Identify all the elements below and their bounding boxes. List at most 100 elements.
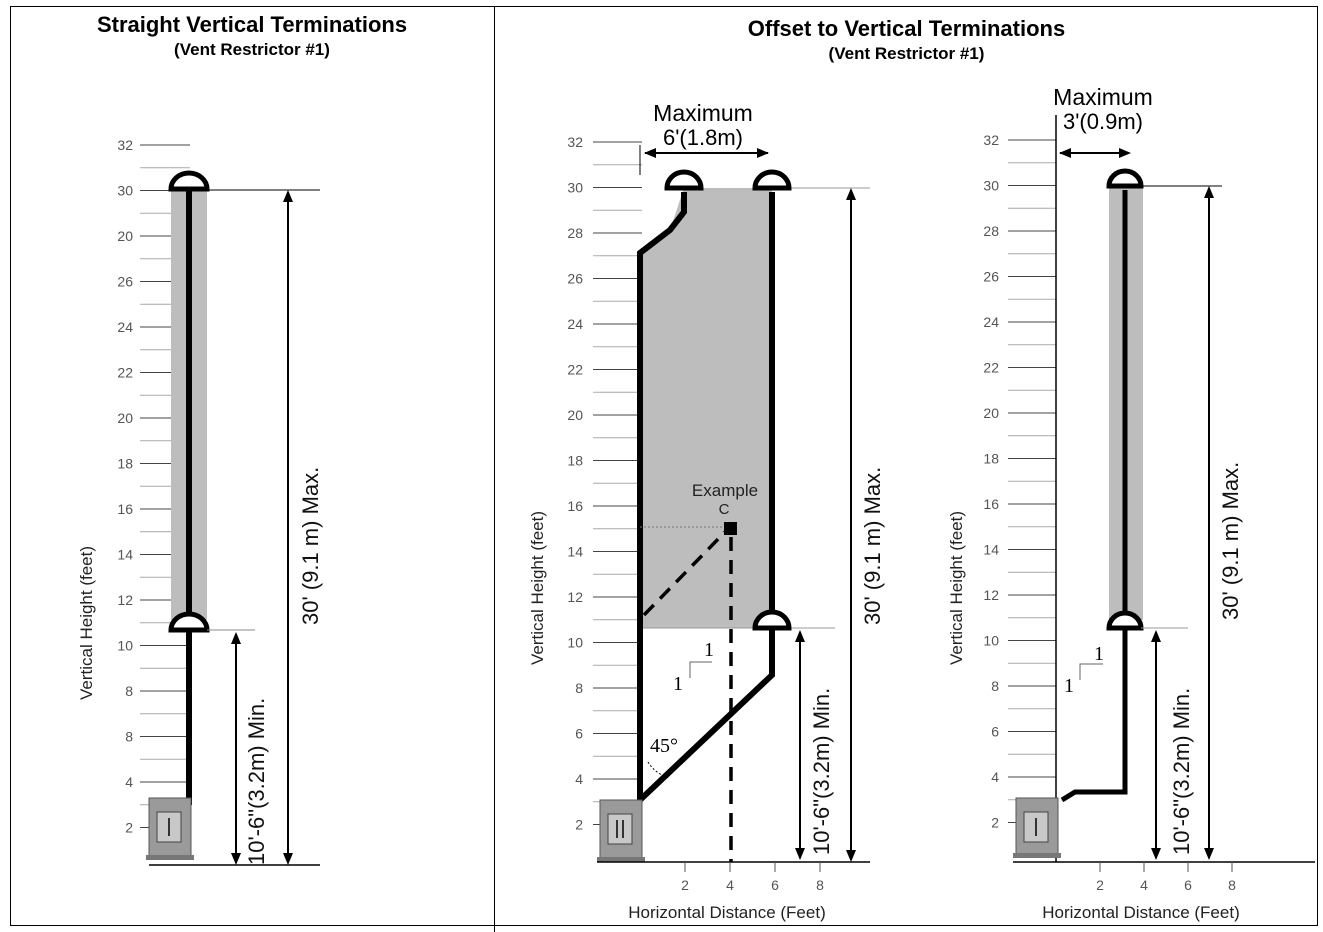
slope-indicator: 1 1 [1064,643,1104,697]
left-dim-max-label: 30' (9.1 m) Max. [298,467,323,625]
max-width-arrow [1059,148,1131,158]
slope-run: 1 [1064,675,1074,697]
height-tick-label: 2 [125,820,133,836]
height-tick-label: 28 [983,223,999,239]
right-max-label-2: 3'(0.9m) [1063,109,1143,134]
height-tick-label: 18 [567,453,583,469]
min-dimension-arrow [1151,630,1161,860]
height-tick-label: 4 [575,771,583,787]
height-tick-label: 10 [117,638,133,654]
example-label: Example [692,481,758,500]
vent-path-right [637,192,775,803]
height-tick-label: 28 [567,225,583,241]
min-dimension-arrow [231,632,241,865]
x-tick-label: 4 [726,877,734,893]
height-tick-label: 16 [567,498,583,514]
height-tick-label: 26 [983,269,999,285]
height-tick-label: 2 [991,815,999,831]
left-subtitle: (Vent Restrictor #1) [174,40,330,59]
left-height-ticks: 32 30 20 26 24 22 20 18 16 14 12 10 8 8 4 2 [117,137,190,836]
left-dim-min-label: 10'-6"(3.2m) Min. [244,698,269,865]
x-tick-label: 8 [1228,877,1236,893]
x-tick-label: 6 [771,877,779,893]
min-dimension-arrow [795,630,805,860]
termination-cap-left [664,169,704,191]
height-tick-label: 18 [117,456,133,472]
height-tick-label: 24 [567,316,583,332]
stove-icon [597,799,645,862]
height-tick-label: 16 [983,496,999,512]
right-dim-min-label: 10'-6"(3.2m) Min. [1169,688,1194,855]
right-max-label-1: Maximum [1053,84,1153,110]
height-tick-label: 22 [983,360,999,376]
height-tick-label: 24 [983,314,999,330]
height-tick-label: 12 [117,592,133,608]
right-subtitle: (Vent Restrictor #1) [828,44,985,63]
height-tick-label: 20 [117,410,133,426]
height-tick-label: 20 [117,228,133,244]
height-tick-label: 12 [983,587,999,603]
termination-cap-top [1106,168,1144,189]
right-dim-max-label: 30' (9.1 m) Max. [1218,462,1243,620]
termination-cap-min [752,609,792,631]
right-x-axis-title: Horizontal Distance (Feet) [1042,903,1239,922]
height-tick-label: 16 [117,501,133,517]
slope-rise: 1 [1094,643,1104,665]
termination-cap-min [168,611,210,633]
height-tick-label: 30 [567,180,583,196]
height-tick-label: 22 [567,362,583,378]
height-tick-label: 30 [117,183,133,199]
height-tick-label: 20 [567,407,583,423]
height-tick-label: 2 [575,817,583,833]
example-c-letter: C [719,501,730,518]
mid-dim-min-label: 10'-6"(3.2m) Min. [809,688,834,855]
x-tick-label: 4 [1140,877,1148,893]
example-c-marker [724,522,737,535]
height-tick-label: 26 [117,274,133,290]
height-tick-label: 32 [117,137,133,153]
middle-x-ticks: 2 4 6 8 [681,862,824,893]
height-tick-label: 6 [575,726,583,742]
shaded-zone [640,188,772,628]
max-dimension-arrow [846,188,856,862]
mid-max-label-1: Maximum [653,100,753,126]
termination-cap-top [168,170,210,192]
height-tick-label: 32 [567,134,583,150]
height-tick-label: 14 [567,544,583,560]
x-tick-label: 2 [681,877,689,893]
mid-max-label-2: 6'(1.8m) [663,125,743,150]
height-tick-label: 30 [983,178,999,194]
max-dimension-arrow [1204,186,1214,860]
height-tick-label: 8 [125,683,133,699]
height-tick-label: 4 [125,774,133,790]
stove-icon [1013,797,1061,858]
height-tick-label: 8 [991,678,999,694]
height-tick-label: 26 [567,271,583,287]
max-width-arrow [639,145,769,175]
angle-arc [647,761,671,779]
angle-label: 45° [650,735,678,757]
height-tick-label: 22 [117,365,133,381]
height-tick-label: 6 [991,724,999,740]
vent-path-left [637,192,687,800]
slope-indicator: 1 1 [673,639,714,695]
example-dashed-diag [642,529,728,617]
mid-dim-max-label: 30' (9.1 m) Max. [860,467,885,625]
termination-cap-right [752,169,792,191]
panel-divider [494,6,495,932]
x-tick-label: 6 [1184,877,1192,893]
height-tick-label: 8 [125,729,133,745]
right-height-ticks: 32 30 28 26 24 22 20 18 16 14 12 10 8 6 4 2 [983,132,1056,831]
left-axis-title: Vertical Height (feet) [77,546,96,700]
x-tick-label: 8 [816,877,824,893]
height-tick-label: 18 [983,451,999,467]
vent-path [1060,190,1128,803]
height-tick-label: 24 [117,319,133,335]
height-tick-label: 8 [575,680,583,696]
height-tick-label: 14 [983,542,999,558]
height-tick-label: 20 [983,405,999,421]
height-tick-label: 32 [983,132,999,148]
